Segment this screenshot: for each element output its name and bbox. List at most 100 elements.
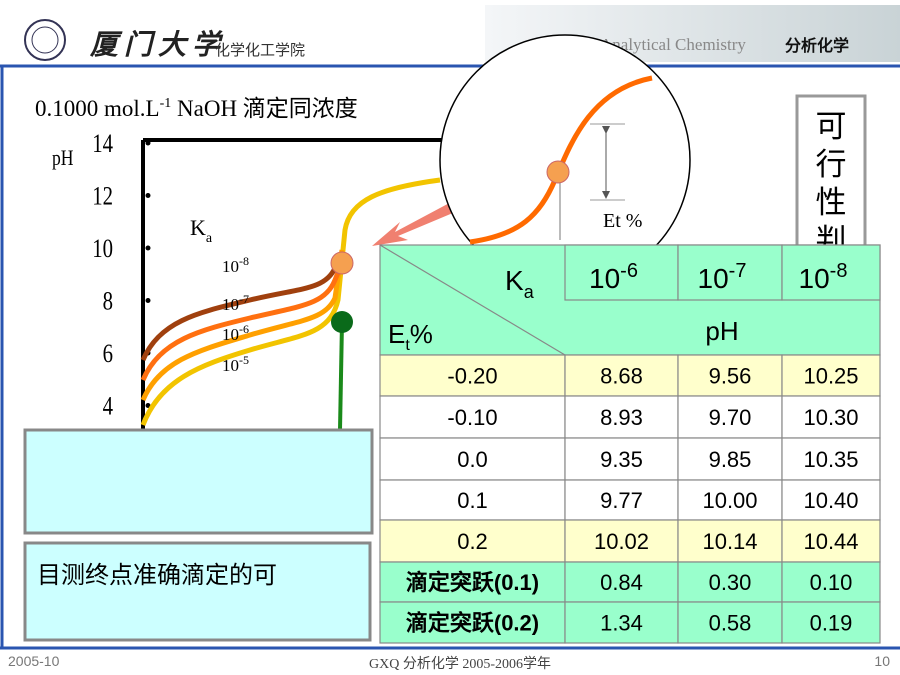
cell bbox=[564, 479, 679, 521]
cell bbox=[781, 601, 881, 644]
column-header: 10-8 bbox=[799, 260, 848, 294]
cell bbox=[379, 437, 566, 481]
curve bbox=[140, 266, 338, 362]
cell-text: 9.85 bbox=[709, 447, 752, 472]
cell bbox=[564, 561, 679, 603]
column-header: 10-7 bbox=[698, 260, 747, 294]
cell-text: 9.56 bbox=[709, 364, 752, 389]
footer-page: 10 bbox=[874, 653, 890, 669]
cell-text: 0.10 bbox=[810, 570, 853, 595]
cell bbox=[677, 354, 783, 397]
cell-text: -0.20 bbox=[447, 364, 497, 389]
cell-text: 0.58 bbox=[709, 611, 752, 636]
cell bbox=[379, 519, 566, 563]
logo bbox=[24, 19, 66, 61]
tick bbox=[145, 193, 151, 198]
curve bbox=[338, 321, 344, 431]
y-label: pH bbox=[52, 146, 74, 170]
cell-text: 0.2 bbox=[457, 529, 488, 554]
column-header: 10-6 bbox=[589, 260, 638, 294]
cell-text: 8.93 bbox=[600, 405, 643, 430]
side-char: 行 bbox=[816, 147, 847, 183]
cell-text: 10.25 bbox=[803, 364, 858, 389]
cell-text: 10.35 bbox=[803, 447, 858, 472]
cell bbox=[781, 519, 881, 563]
note-text: 目测终点准确滴定的可 bbox=[37, 561, 277, 589]
side-box bbox=[795, 94, 867, 258]
box bbox=[23, 428, 374, 535]
side-char: 性 bbox=[816, 185, 847, 221]
cell bbox=[781, 479, 881, 521]
cell-text: 8.68 bbox=[600, 364, 643, 389]
y-tick-label: 4 bbox=[103, 392, 114, 421]
corner-top: Ka bbox=[505, 265, 535, 302]
curve bbox=[140, 177, 441, 426]
curve-label: 10-7 bbox=[222, 292, 249, 314]
header-cell bbox=[564, 244, 679, 301]
ka-label: Ka bbox=[190, 215, 213, 246]
y-tick-label: 12 bbox=[92, 182, 113, 211]
cell bbox=[781, 437, 881, 481]
note-box bbox=[23, 541, 372, 642]
cell bbox=[677, 437, 783, 481]
cell-text: 0.0 bbox=[457, 447, 488, 472]
cell bbox=[564, 437, 679, 481]
cell-text: 0.19 bbox=[810, 611, 853, 636]
cell-text: 滴定突跃(0.2) bbox=[406, 611, 539, 636]
cell bbox=[379, 601, 566, 644]
tick bbox=[145, 140, 151, 146]
cell bbox=[564, 601, 679, 644]
footer-center: GXQ 分析化学 2005-2006学年 bbox=[369, 656, 551, 672]
logo-text: 厦门大学 bbox=[89, 29, 226, 61]
diagonal bbox=[379, 244, 566, 356]
cell-text: 0.1 bbox=[457, 488, 488, 513]
curve bbox=[140, 249, 345, 402]
cell bbox=[677, 395, 783, 439]
cell-text: 10.40 bbox=[803, 488, 858, 513]
cell bbox=[781, 395, 881, 439]
tick bbox=[145, 298, 151, 303]
title: 0.1000 mol.L-1 NaOH 滴定同浓度 bbox=[35, 96, 358, 121]
curve-label: 10-6 bbox=[222, 322, 249, 344]
cell bbox=[781, 354, 881, 397]
cell-text: 10.30 bbox=[803, 405, 858, 430]
school: 化学化工学院 bbox=[215, 41, 305, 59]
cell-text: 10.02 bbox=[594, 529, 649, 554]
point bbox=[331, 311, 353, 333]
cell bbox=[677, 519, 783, 563]
cell bbox=[379, 395, 566, 439]
course-en: Analytical Chemistry bbox=[600, 35, 746, 54]
header-cell bbox=[781, 244, 881, 301]
y-tick-label: 14 bbox=[92, 130, 113, 159]
unit: pH bbox=[705, 316, 738, 346]
cell-text: 1.34 bbox=[600, 611, 643, 636]
arrow bbox=[372, 200, 460, 246]
footer-date: 2005-10 bbox=[8, 653, 60, 669]
cell-text: 10.00 bbox=[702, 488, 757, 513]
cell bbox=[379, 479, 566, 521]
header-cell bbox=[677, 244, 783, 301]
tick bbox=[145, 245, 151, 251]
curve bbox=[140, 262, 345, 382]
zoom-point bbox=[546, 160, 570, 184]
y-tick-label: 8 bbox=[103, 287, 113, 316]
cell-text: 滴定突跃(0.1) bbox=[406, 570, 539, 595]
logo-inner bbox=[31, 26, 59, 54]
zoom-label: Et % bbox=[603, 210, 642, 232]
cell-text: 0.84 bbox=[600, 570, 643, 595]
cell-text: 9.70 bbox=[709, 405, 752, 430]
cell-text: -0.10 bbox=[447, 405, 497, 430]
cell-text: 9.35 bbox=[600, 447, 643, 472]
cell-text: 9.77 bbox=[600, 488, 643, 513]
point bbox=[330, 251, 354, 275]
curve-label: 10-5 bbox=[222, 353, 249, 375]
course-cn: 分析化学 bbox=[785, 36, 849, 55]
curve-label: 10-8 bbox=[222, 254, 249, 276]
cell-text: 0.30 bbox=[709, 570, 752, 595]
y-tick-label: 6 bbox=[103, 340, 114, 369]
cell-text: 10.44 bbox=[803, 529, 858, 554]
y-tick-label: 10 bbox=[92, 235, 113, 264]
cell-text: 10.14 bbox=[702, 529, 757, 554]
corner-bottom: Et% bbox=[388, 319, 433, 354]
